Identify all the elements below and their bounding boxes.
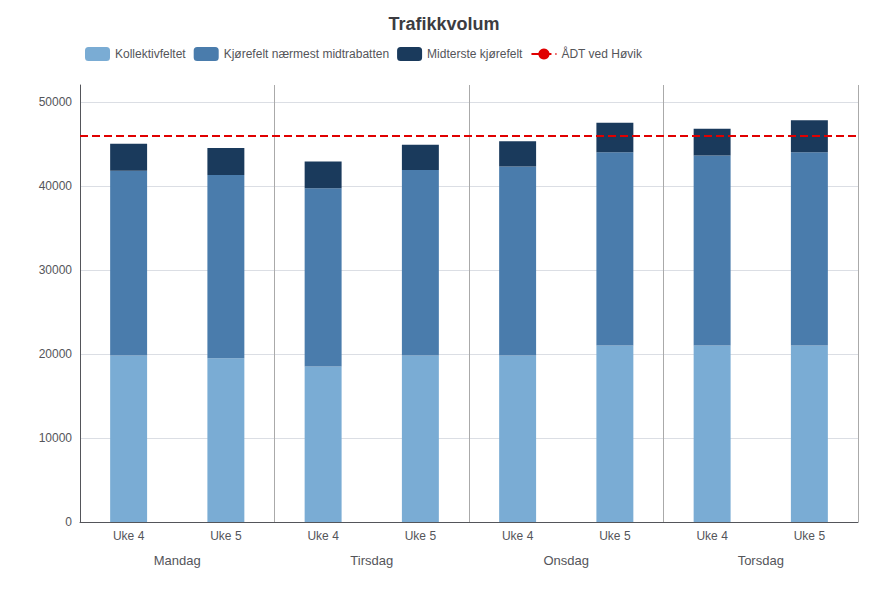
svg-text:ÅDT ved Høvik: ÅDT ved Høvik [561,46,642,61]
svg-text:Tirsdag: Tirsdag [350,553,393,568]
svg-text:40000: 40000 [39,179,73,193]
svg-text:50000: 50000 [39,95,73,109]
svg-text:10000: 10000 [39,431,73,445]
svg-text:Kollektivfeltet: Kollektivfeltet [115,47,186,61]
svg-text:Midterste kjørefelt: Midterste kjørefelt [427,47,523,61]
svg-text:20000: 20000 [39,347,73,361]
svg-text:30000: 30000 [39,263,73,277]
svg-text:Kjørefelt nærmest midtrabatten: Kjørefelt nærmest midtrabatten [224,47,389,61]
svg-text:Torsdag: Torsdag [738,553,784,568]
svg-text:Onsdag: Onsdag [543,553,589,568]
svg-text:Uke 5: Uke 5 [210,529,242,543]
svg-text:Uke 5: Uke 5 [405,529,437,543]
svg-text:Mandag: Mandag [154,553,201,568]
svg-text:Uke 4: Uke 4 [696,529,728,543]
svg-text:0: 0 [65,515,72,529]
svg-text:Uke 5: Uke 5 [794,529,826,543]
svg-text:Uke 4: Uke 4 [502,529,534,543]
svg-text:Trafikkvolum: Trafikkvolum [388,14,499,34]
svg-text:Uke 4: Uke 4 [307,529,339,543]
svg-text:Uke 4: Uke 4 [113,529,145,543]
svg-text:Uke 5: Uke 5 [599,529,631,543]
